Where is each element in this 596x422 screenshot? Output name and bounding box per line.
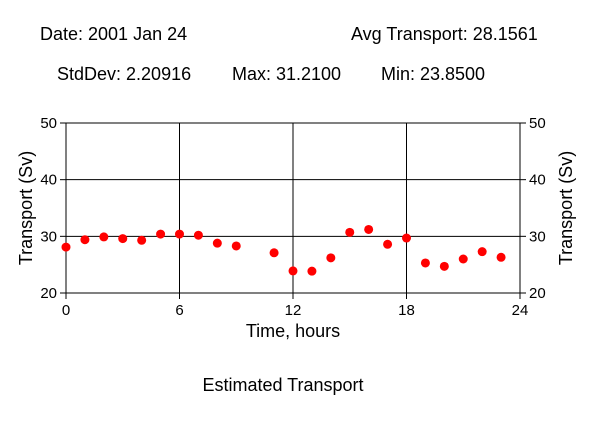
data-point — [288, 266, 298, 276]
y-tick-label-left: 30 — [40, 228, 57, 245]
data-point — [496, 252, 506, 262]
data-point — [99, 232, 109, 242]
y-tick-label-right: 40 — [529, 172, 546, 189]
date-text: Date: 2001 Jan 24 — [40, 24, 188, 44]
y-tick-label-left: 20 — [40, 285, 57, 302]
y-tick-label-left: 40 — [40, 172, 57, 189]
data-point — [231, 241, 241, 251]
data-point — [137, 235, 147, 245]
data-point — [345, 227, 355, 237]
x-tick-label: 6 — [175, 302, 183, 319]
data-point — [402, 233, 411, 243]
y-tick-label-left: 50 — [40, 115, 57, 132]
data-point — [269, 248, 279, 258]
data-point — [420, 258, 430, 268]
data-point — [80, 235, 90, 245]
x-tick-label: 12 — [285, 302, 302, 319]
avg-transport-text: Avg Transport: 28.1561 — [351, 24, 538, 44]
data-point — [212, 238, 222, 248]
y-tick-label-right: 20 — [529, 285, 546, 302]
data-point — [326, 253, 336, 263]
data-point — [193, 230, 203, 240]
data-point — [175, 229, 184, 239]
y-tick-label-right: 50 — [529, 115, 546, 132]
data-point — [61, 242, 71, 252]
y-axis-label-left: Transport (Sv) — [16, 151, 36, 265]
data-point — [156, 229, 166, 239]
data-point — [458, 254, 468, 264]
x-axis-label: Time, hours — [246, 321, 340, 341]
x-tick-label: 0 — [62, 302, 70, 319]
data-point — [118, 234, 128, 244]
stddev-text: StdDev: 2.20916 — [57, 64, 192, 84]
data-point — [477, 247, 487, 257]
data-point — [364, 224, 374, 234]
data-point — [439, 261, 449, 271]
x-tick-label: 24 — [512, 302, 529, 319]
data-point — [383, 239, 393, 249]
min-text: Min: 23.8500 — [381, 64, 486, 84]
x-tick-label: 18 — [398, 302, 415, 319]
y-axis-label-right: Transport (Sv) — [556, 151, 576, 265]
data-point — [307, 266, 317, 276]
max-text: Max: 31.2100 — [232, 64, 342, 84]
y-tick-label-right: 30 — [529, 228, 546, 245]
chart-title: Estimated Transport — [202, 375, 363, 395]
